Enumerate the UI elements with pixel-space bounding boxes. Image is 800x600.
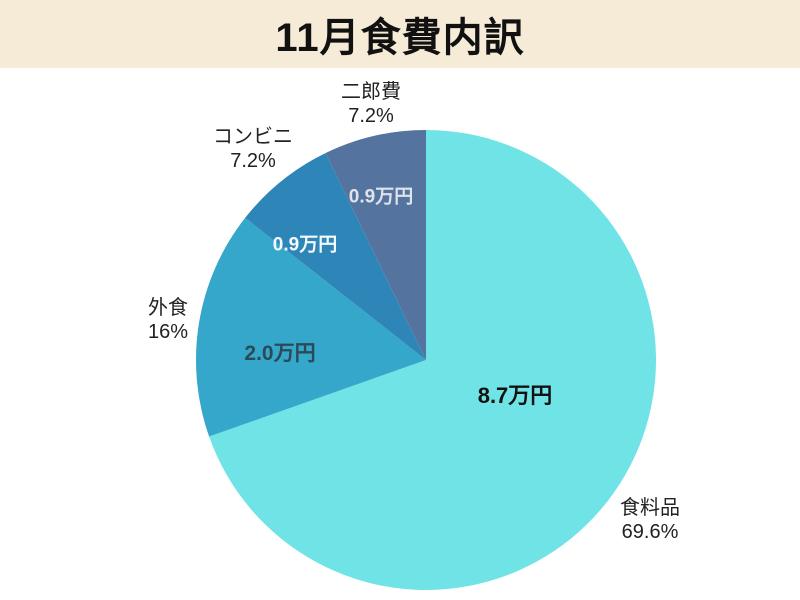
pie-slice-groceries xyxy=(209,130,656,590)
title-banner: 11月食費内訳 xyxy=(0,0,800,68)
page-title: 11月食費内訳 xyxy=(275,16,525,60)
pie-slice-dining-out xyxy=(195,217,426,437)
pie-slice-convenience-store xyxy=(245,153,426,360)
pie-slice-jiro xyxy=(325,130,426,360)
